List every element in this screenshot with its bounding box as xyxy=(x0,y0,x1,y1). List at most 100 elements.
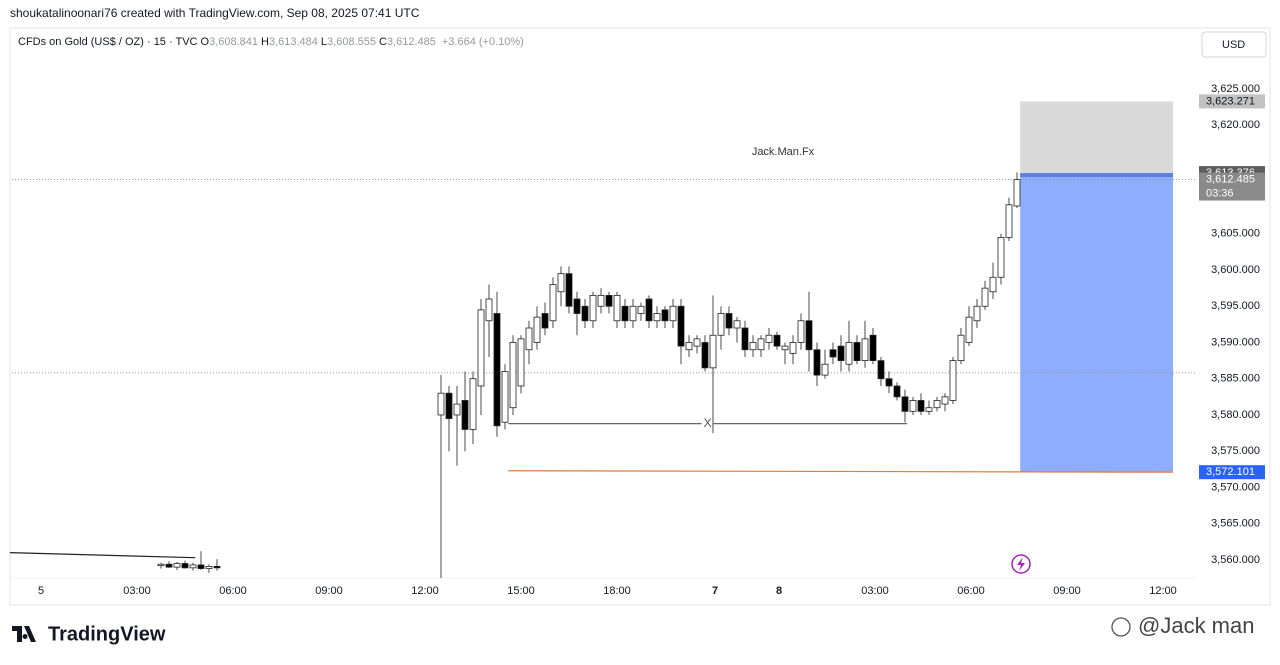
x-tick-label: 5 xyxy=(38,585,44,597)
candle-body xyxy=(173,563,181,568)
candle-body xyxy=(797,320,805,343)
y-tick-label: 3,565.000 xyxy=(1211,518,1260,530)
ohlc-key: O xyxy=(201,36,210,48)
last-price-label-countdown: 03:36 xyxy=(1206,187,1234,199)
candle-body xyxy=(893,385,901,398)
candle-body xyxy=(197,564,205,569)
candle-body xyxy=(925,407,933,412)
x-tick-label: 12:00 xyxy=(1149,585,1177,597)
last-price-label: 3,612.485 xyxy=(1206,173,1255,185)
y-tick-label: 3,560.000 xyxy=(1211,554,1260,566)
candle-body xyxy=(1005,204,1013,238)
ohlc-key: C xyxy=(379,36,387,48)
candle-body xyxy=(693,338,701,347)
watermark-icon xyxy=(1111,617,1131,637)
ohlc-key: H xyxy=(261,36,269,48)
candle-body xyxy=(805,320,813,351)
candle-body xyxy=(213,566,221,569)
candle-body xyxy=(501,371,509,423)
x-tick-label: 09:00 xyxy=(315,585,343,597)
loss-zone xyxy=(1020,173,1173,473)
x-tick-label: 18:00 xyxy=(603,585,631,597)
candle-body xyxy=(765,334,773,343)
candle-body xyxy=(733,320,741,329)
candle-body xyxy=(189,564,197,569)
candle-body xyxy=(709,334,717,369)
candle-body xyxy=(773,334,781,347)
x-tick-label: 06:00 xyxy=(957,585,985,597)
candle-body xyxy=(901,396,909,412)
x-label-bg xyxy=(701,417,714,430)
candle-body xyxy=(949,360,957,401)
candle-body xyxy=(613,294,621,322)
candle-body xyxy=(837,345,845,362)
candle-body xyxy=(741,327,749,351)
target-label: 3,623.271 xyxy=(1206,95,1255,107)
y-tick-label: 3,620.000 xyxy=(1211,119,1260,131)
y-tick-label: 3,600.000 xyxy=(1211,264,1260,276)
candle-body xyxy=(717,313,725,336)
candle-body xyxy=(629,305,637,322)
candle-body xyxy=(973,305,981,322)
x-tick-label: 03:00 xyxy=(123,585,151,597)
trend-line xyxy=(10,552,196,559)
candle-body xyxy=(757,338,765,351)
candle-body xyxy=(557,273,565,293)
candle-body xyxy=(589,294,597,322)
candle-body xyxy=(853,342,861,362)
candle-body xyxy=(541,313,549,329)
entry-line xyxy=(1020,173,1173,178)
plot-area: X xyxy=(10,101,1197,578)
candle-body xyxy=(677,305,685,347)
target-label-bg xyxy=(1199,94,1265,109)
x-tick-label: 8 xyxy=(776,585,782,597)
candle-body xyxy=(181,563,189,569)
y-tick-label: 3,575.000 xyxy=(1211,445,1260,457)
candle-body xyxy=(829,349,837,358)
change: +3.664 (+0.10%) xyxy=(442,36,524,48)
candle-body xyxy=(533,316,541,343)
tv-logo-text: TradingView xyxy=(48,623,166,645)
y-tick-label: 3,595.000 xyxy=(1211,300,1260,312)
candle-body xyxy=(845,342,853,365)
y-tick-label: 3,570.000 xyxy=(1211,481,1260,493)
candle-body xyxy=(941,396,949,405)
tv-logo xyxy=(12,626,36,642)
candle-body xyxy=(789,342,797,354)
ohlc-key: L xyxy=(321,36,327,48)
candle-body xyxy=(669,305,677,322)
candle-body xyxy=(885,378,893,387)
candle-body xyxy=(965,316,973,343)
candle-body xyxy=(981,287,989,307)
candle-body xyxy=(605,294,613,307)
candle-body xyxy=(453,403,461,416)
candle-body xyxy=(821,363,829,376)
symbol: CFDs on Gold (US$ / OZ) · 15 · TVC xyxy=(18,36,198,48)
credit: shoukatalinoonari76 created with Trading… xyxy=(10,6,420,20)
currency[interactable]: USD xyxy=(1222,39,1245,51)
ohlc-value: 3,608.841 xyxy=(209,36,258,48)
last-price-label-bg xyxy=(1199,172,1265,201)
event-icon[interactable] xyxy=(1011,554,1031,574)
candle-body xyxy=(509,342,517,409)
candle-body xyxy=(549,284,557,322)
candle-body xyxy=(645,298,653,322)
watermark: Jack.Man.Fx xyxy=(752,146,815,158)
candle-body xyxy=(525,327,533,351)
candle-body xyxy=(597,294,605,307)
candle-body xyxy=(165,563,173,568)
x-tick-label: 09:00 xyxy=(1053,585,1081,597)
candle-body xyxy=(701,342,709,369)
ohlc-value: 3,608.555 xyxy=(327,36,376,48)
currency-button[interactable] xyxy=(1201,31,1267,58)
candle-body xyxy=(565,273,573,307)
stop-label-bg xyxy=(1199,465,1265,480)
x-tick-label: 06:00 xyxy=(219,585,247,597)
stop-line xyxy=(508,470,1174,473)
candle-body xyxy=(653,313,661,322)
candle-body xyxy=(909,400,917,412)
ohlc-value: 3,613.484 xyxy=(269,36,318,48)
candle-body xyxy=(445,392,453,419)
